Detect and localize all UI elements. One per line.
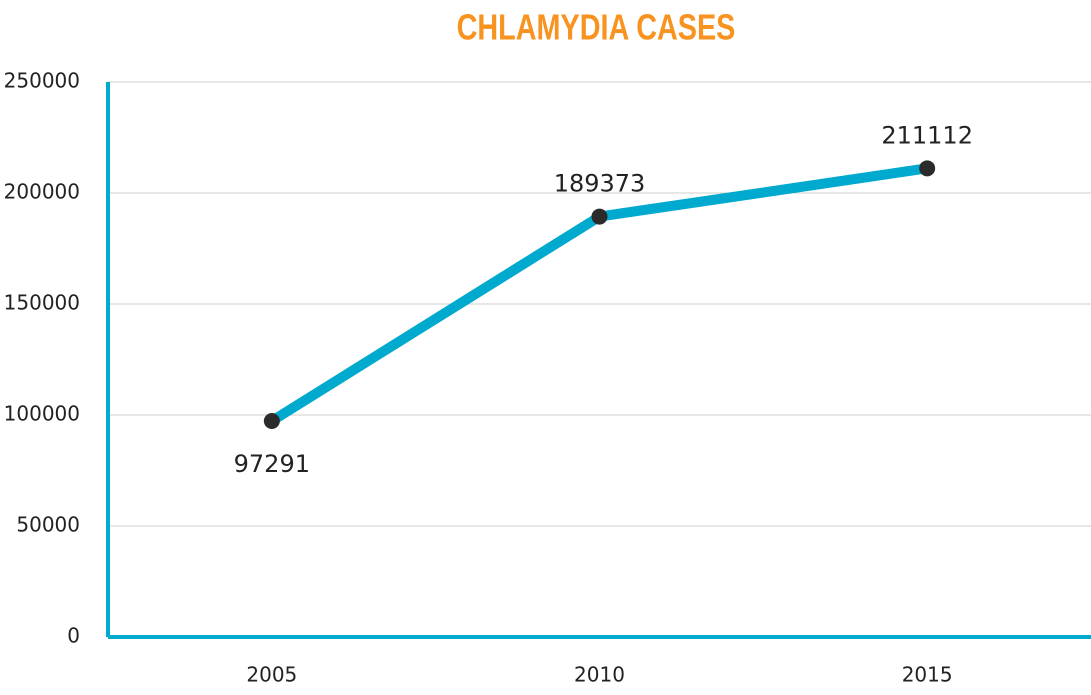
data-point: [263, 413, 280, 430]
y-tick-label: 100000: [4, 402, 80, 426]
y-tick-label: 0: [67, 624, 80, 648]
y-tick-label: 200000: [4, 180, 80, 204]
x-tick-label: 2010: [574, 663, 625, 687]
data-line: [269, 163, 928, 426]
x-tick-label: 2015: [902, 663, 953, 687]
data-label: 97291: [234, 450, 310, 478]
y-tick-label: 250000: [4, 69, 80, 93]
data-label: 189373: [554, 170, 646, 198]
data-label: 211112: [881, 121, 973, 149]
data-point: [919, 160, 936, 177]
chart-title: CHLAMYDIA CASES: [457, 6, 736, 47]
y-tick-label: 150000: [4, 291, 80, 315]
data-point: [591, 208, 608, 225]
y-tick-label: 50000: [16, 513, 80, 537]
x-tick-label: 2005: [246, 663, 297, 687]
